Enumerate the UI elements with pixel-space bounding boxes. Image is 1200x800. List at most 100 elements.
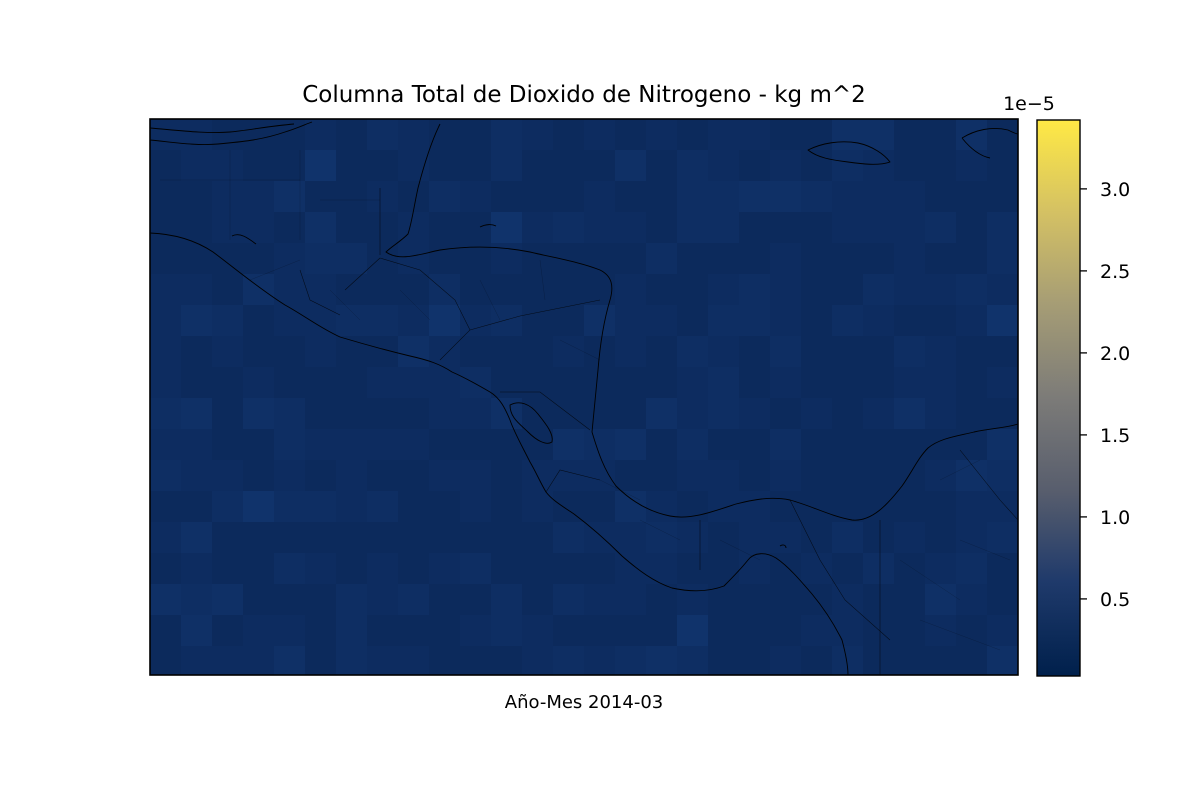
grid-cell <box>212 398 243 429</box>
grid-cell <box>150 584 181 615</box>
grid-cell <box>491 119 522 150</box>
grid-cell <box>181 646 212 675</box>
grid-cell <box>894 584 925 615</box>
grid-cell <box>429 336 460 367</box>
grid-cell <box>801 553 832 584</box>
grid-cell <box>894 119 925 150</box>
grid-cell <box>150 181 181 212</box>
grid-cell <box>398 646 429 675</box>
grid-cell <box>212 429 243 460</box>
grid-cell <box>987 119 1018 150</box>
grid-cell <box>367 429 398 460</box>
grid-cell <box>646 460 677 491</box>
grid-cell <box>708 491 739 522</box>
grid-cell <box>739 398 770 429</box>
grid-cell <box>522 119 553 150</box>
grid-cell <box>429 150 460 181</box>
grid-cell <box>181 181 212 212</box>
grid-cell <box>460 646 491 675</box>
grid-cell <box>615 460 646 491</box>
island-cuba <box>150 123 295 133</box>
grid-cell <box>305 522 336 553</box>
grid-cell <box>367 274 398 305</box>
grid-cell <box>956 646 987 675</box>
grid-cell <box>708 367 739 398</box>
grid-cell <box>522 336 553 367</box>
grid-cell <box>832 460 863 491</box>
grid-cell <box>708 398 739 429</box>
grid-cell <box>274 615 305 646</box>
grid-cell <box>150 460 181 491</box>
grid-cell <box>677 522 708 553</box>
grid-cell <box>491 181 522 212</box>
grid-cell <box>584 584 615 615</box>
grid-cell <box>398 615 429 646</box>
grid-cell <box>522 181 553 212</box>
grid-cell <box>553 429 584 460</box>
grid-cell <box>553 553 584 584</box>
grid-cell <box>584 243 615 274</box>
grid-cell <box>336 646 367 675</box>
grid-cell <box>367 615 398 646</box>
grid-cell <box>150 553 181 584</box>
data-grid-cells <box>150 119 1018 675</box>
grid-cell <box>553 212 584 243</box>
admin-borders <box>160 150 1011 651</box>
grid-cell <box>801 429 832 460</box>
grid-cell <box>987 274 1018 305</box>
grid-cell <box>429 119 460 150</box>
grid-cell <box>677 584 708 615</box>
grid-cell <box>646 150 677 181</box>
grid-cell <box>491 491 522 522</box>
grid-cell <box>553 584 584 615</box>
grid-cell <box>522 305 553 336</box>
grid-cell <box>646 367 677 398</box>
grid-cell <box>770 491 801 522</box>
grid-cell <box>708 119 739 150</box>
grid-cell <box>584 367 615 398</box>
grid-cell <box>863 150 894 181</box>
grid-cell <box>863 181 894 212</box>
grid-cell <box>894 491 925 522</box>
grid-cell <box>243 243 274 274</box>
grid-cell <box>615 243 646 274</box>
grid-cell <box>243 212 274 243</box>
grid-cell <box>770 243 801 274</box>
grid-cell <box>274 336 305 367</box>
grid-cell <box>150 212 181 243</box>
grid-cell <box>956 615 987 646</box>
grid-cell <box>956 212 987 243</box>
grid-cell <box>460 243 491 274</box>
grid-cell <box>181 460 212 491</box>
grid-cell <box>212 181 243 212</box>
grid-cell <box>894 367 925 398</box>
grid-cell <box>336 274 367 305</box>
grid-cell <box>367 491 398 522</box>
grid-cell <box>305 491 336 522</box>
grid-cell <box>522 615 553 646</box>
grid-cell <box>739 181 770 212</box>
colorbar-tick-label: 1.0 <box>1100 507 1130 529</box>
grid-cell <box>336 212 367 243</box>
grid-cell <box>677 398 708 429</box>
grid-cell <box>646 274 677 305</box>
grid-cell <box>243 553 274 584</box>
grid-cell <box>677 429 708 460</box>
grid-cell <box>584 150 615 181</box>
colorbar: 1e−5 0.5 1.0 1.5 2.0 2.5 3.0 <box>1003 93 1130 677</box>
grid-cell <box>181 243 212 274</box>
grid-cell <box>522 274 553 305</box>
grid-cell <box>367 522 398 553</box>
grid-cell <box>739 429 770 460</box>
grid-cell <box>212 150 243 181</box>
grid-cell <box>832 150 863 181</box>
grid-cell <box>708 553 739 584</box>
grid-cell <box>212 522 243 553</box>
grid-cell <box>429 243 460 274</box>
grid-cell <box>243 491 274 522</box>
grid-cell <box>646 646 677 675</box>
grid-cell <box>708 212 739 243</box>
grid-cell <box>894 522 925 553</box>
grid-cell <box>429 615 460 646</box>
grid-cell <box>925 615 956 646</box>
